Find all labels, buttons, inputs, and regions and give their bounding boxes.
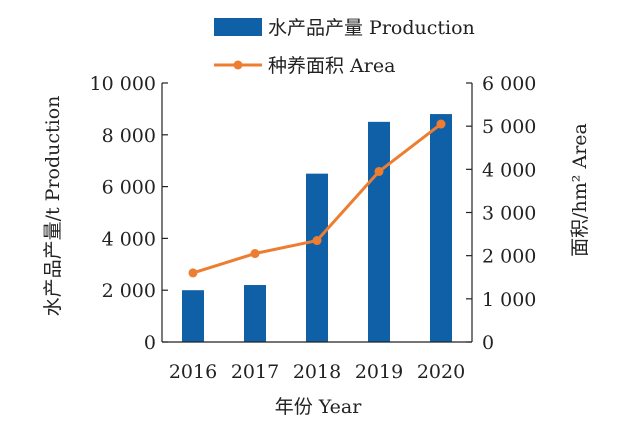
bar-2018 bbox=[306, 173, 328, 342]
y-tick-label: 2 000 bbox=[102, 280, 156, 302]
area-point-2019 bbox=[374, 166, 384, 176]
y2-tick-label: 3 000 bbox=[482, 203, 536, 225]
y-tick-label: 10 000 bbox=[90, 73, 156, 95]
y-tick-label: 6 000 bbox=[102, 177, 156, 199]
axes: 0 2 000 4 000 6 000 8 000 10 000 0 1 000 2 000 3 … bbox=[90, 73, 537, 383]
area-point-2017 bbox=[250, 249, 260, 259]
x-tick-label: 2020 bbox=[417, 361, 465, 383]
legend-area-marker bbox=[233, 60, 243, 70]
area-point-2016 bbox=[188, 268, 198, 278]
line-series bbox=[188, 119, 446, 278]
bar-2017 bbox=[244, 285, 266, 342]
legend-production-swatch bbox=[214, 18, 262, 36]
y-tick-label: 4 000 bbox=[102, 228, 156, 250]
x-tick-label: 2016 bbox=[169, 361, 217, 383]
bar-2019 bbox=[368, 121, 390, 342]
bar-2020 bbox=[430, 114, 452, 342]
y2-tick-label: 4 000 bbox=[482, 159, 536, 181]
y-tick-label: 8 000 bbox=[102, 125, 156, 147]
legend-production-label: 水产品产量 Production bbox=[268, 17, 475, 39]
y2-axis-title: 面积/hm² Area bbox=[569, 123, 591, 257]
y-tick-label: 0 bbox=[144, 332, 156, 354]
y2-tick-label: 0 bbox=[482, 332, 494, 354]
y2-tick-label: 2 000 bbox=[482, 246, 536, 268]
bar-2016 bbox=[182, 290, 204, 342]
area-point-2020 bbox=[436, 119, 446, 129]
x-axis-title: 年份 Year bbox=[275, 396, 363, 418]
y2-tick-label: 6 000 bbox=[482, 73, 536, 95]
area-point-2018 bbox=[312, 236, 322, 246]
legend-area-label: 种养面积 Area bbox=[268, 55, 395, 77]
x-tick-label: 2019 bbox=[355, 361, 403, 383]
x-tick-label: 2018 bbox=[293, 361, 341, 383]
y2-tick-label: 1 000 bbox=[482, 289, 536, 311]
y-axis-title: 水产品产量/t Production bbox=[42, 96, 64, 317]
x-tick-label: 2017 bbox=[231, 361, 279, 383]
legend: 水产品产量 Production 种养面积 Area bbox=[214, 17, 475, 77]
y2-tick-label: 5 000 bbox=[482, 116, 536, 138]
